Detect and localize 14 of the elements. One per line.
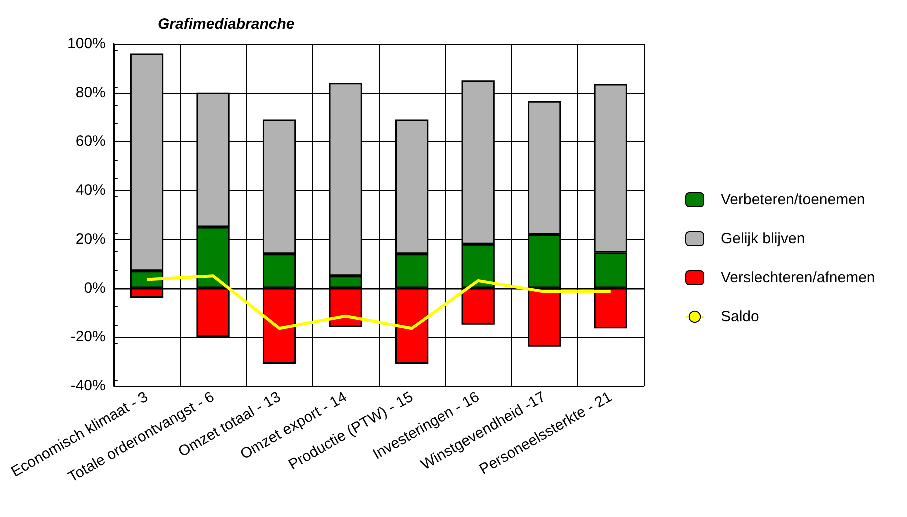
legend-label: Verslechteren/afnemen xyxy=(721,270,876,286)
y-tick-label: -20% xyxy=(70,328,106,346)
legend-label: Saldo xyxy=(721,308,760,326)
line-series xyxy=(146,274,612,330)
y-tick-label: 80% xyxy=(76,84,106,102)
legend-label: Verbeteren/toenemen xyxy=(721,192,866,208)
y-tick-label: 0% xyxy=(84,280,106,297)
y-tick-label: 40% xyxy=(76,182,106,200)
y-tick-label: -40% xyxy=(70,378,106,394)
y-tick-label: 60% xyxy=(76,133,106,150)
legend-label: Gelijk blijven xyxy=(721,230,806,248)
y-tick-label: 20% xyxy=(76,230,106,248)
chart-title: Grafimediabranche xyxy=(158,16,295,33)
y-tick-label: 100% xyxy=(68,36,106,52)
